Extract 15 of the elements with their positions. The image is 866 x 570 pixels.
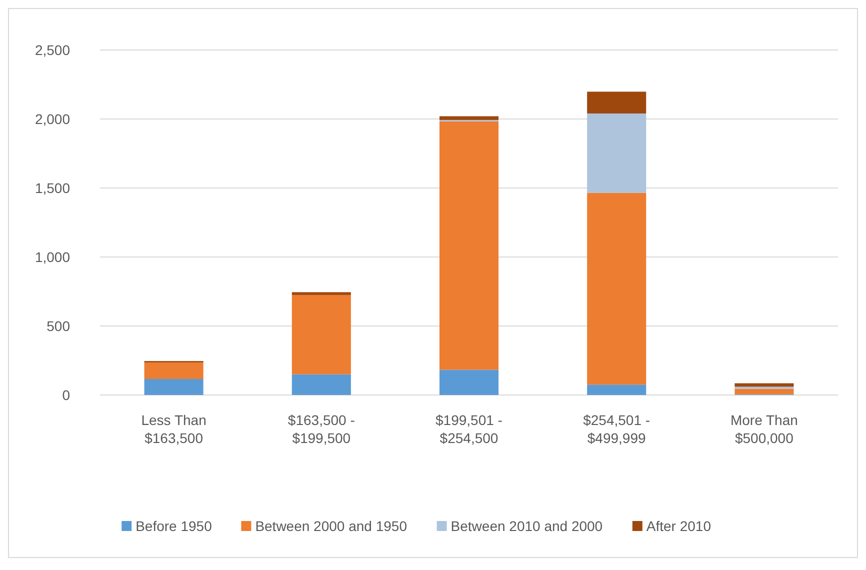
legend-label: Before 1950 [136, 518, 212, 534]
y-tick-label: 0 [62, 386, 70, 403]
y-tick-label: 500 [46, 318, 70, 334]
x-tick-label: $163,500 - $199,500 [288, 412, 356, 446]
x-tick-label: More Than $500,000 [730, 412, 798, 446]
y-tick-label: 1,000 [34, 248, 70, 265]
legend-label: After 2010 [646, 518, 712, 534]
y-tick-label: 2,500 [34, 42, 70, 58]
y-tick-label: 2,000 [34, 110, 70, 127]
legend-label: Between 2010 and 2000 [450, 518, 603, 534]
y-tick-label: 1,500 [34, 180, 70, 196]
x-tick-label: $254,501 - $499,999 [583, 412, 650, 446]
x-tick-label: $199,501 - $254,500 [436, 412, 503, 446]
x-tick-label: Less Than $163,500 [141, 412, 206, 446]
legend-label: Between 2000 and 1950 [255, 518, 408, 534]
